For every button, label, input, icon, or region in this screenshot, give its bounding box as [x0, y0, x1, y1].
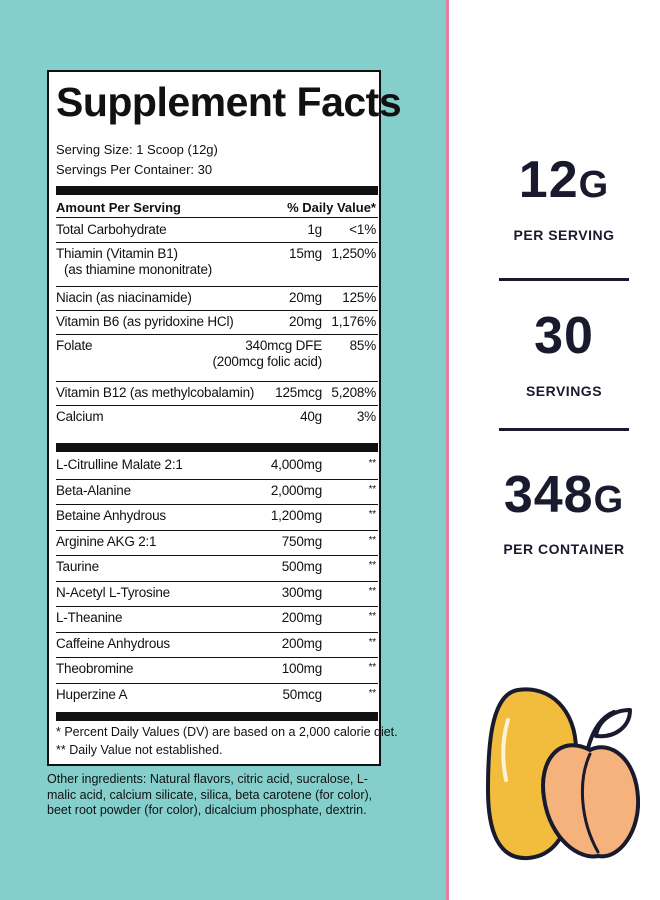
table-row: Theobromine 100mg **	[56, 658, 378, 684]
daily-value: **	[368, 636, 377, 648]
header-dv: % Daily Value*	[287, 200, 376, 215]
thick-rule-top	[56, 186, 378, 195]
serving-size: Serving Size: 1 Scoop (12g)	[56, 142, 218, 157]
peach-icon	[541, 708, 640, 859]
daily-value: 125%	[342, 290, 376, 305]
nutrient-name: Huperzine A	[56, 686, 128, 702]
daily-value: **	[368, 611, 377, 622]
daily-value: 3%	[356, 409, 376, 424]
other-ingredients-text: Other ingredients: Natural flavors, citr…	[47, 772, 373, 817]
daily-value: 1,250%	[331, 246, 376, 261]
stat-divider	[499, 278, 629, 281]
footnote-not-established: ** Daily Value not established.	[56, 743, 223, 757]
stat-serving-size: 12G	[470, 150, 658, 210]
daily-value: **	[368, 662, 377, 673]
stat-label-per-container: PER CONTAINER	[503, 541, 625, 557]
table-row: Folate 340mcg DFE (200mcg folic acid) 85%	[56, 335, 378, 382]
supplement-facts-panel: Supplement Facts Serving Size: 1 Scoop (…	[47, 70, 402, 766]
table-row: L-Citrulline Malate 2:1 4,000mg **	[56, 454, 378, 480]
table-row: Niacin (as niacinamide) 20mg 125%	[56, 287, 378, 311]
table-row: Huperzine A 50mcg **	[56, 684, 378, 710]
daily-value: **	[368, 534, 377, 546]
nutrient-name: Theobromine	[56, 661, 134, 676]
table-row: Beta-Alanine 2,000mg **	[56, 480, 378, 505]
nutrient-name: Folate	[56, 338, 93, 353]
nutrient-name: L-Theanine	[56, 610, 123, 625]
nutrient-name: Arginine AKG 2:1	[56, 533, 157, 549]
table-row: Caffeine Anhydrous 200mg **	[56, 633, 378, 658]
thick-rule-bottom	[56, 712, 378, 721]
table-header: Amount Per Serving % Daily Value*	[56, 196, 378, 218]
nutrient-name: L-Citrulline Malate 2:1	[56, 457, 183, 472]
table-row: Taurine 500mg **	[56, 556, 378, 582]
nutrient-amount: 20mg	[289, 314, 322, 329]
daily-value: **	[368, 509, 377, 520]
nutrient-amount: 100mg	[281, 661, 322, 676]
nutrient-name: Thiamin (Vitamin B1)	[56, 246, 178, 261]
nutrient-name: Vitamin B12 (as methylcobalamin)	[56, 385, 255, 400]
thick-rule-middle	[56, 443, 378, 452]
nutrient-name: Beta-Alanine	[56, 482, 131, 498]
daily-value: **	[368, 458, 377, 469]
table-row: Vitamin B12 (as methylcobalamin) 125mcg 5,…	[56, 382, 378, 406]
nutrient-name: Taurine	[56, 559, 99, 574]
stat-label-servings: SERVINGS	[525, 383, 603, 399]
nutrient-amount: 2,000mg	[270, 482, 322, 498]
nutrient-amount: 20mg	[289, 290, 322, 305]
daily-value: 85%	[349, 338, 377, 353]
daily-value: **	[368, 560, 377, 571]
table-row: Calcium 40g 3%	[56, 406, 378, 430]
nutrient-amount: 50mcg	[282, 686, 322, 702]
facts-title: Supplement Facts	[56, 79, 402, 125]
stat-value: 348	[503, 466, 594, 524]
stat-value: 30	[534, 307, 594, 365]
nutrient-name: Betaine Anhydrous	[56, 508, 166, 523]
nutrient-amount-detail: (200mcg folic acid)	[212, 354, 323, 369]
nutrient-name: Caffeine Anhydrous	[56, 635, 170, 651]
stat-value: 12	[518, 151, 579, 209]
table-row: Vitamin B6 (as pyridoxine HCl) 20mg 1,176%	[56, 311, 378, 335]
daily-value: <1%	[349, 222, 376, 237]
daily-value: 5,208%	[331, 385, 376, 400]
table-row: Total Carbohydrate 1g <1%	[56, 219, 378, 243]
servings-per-container: Servings Per Container: 30	[56, 162, 213, 177]
table-row: N-Acetyl L-Tyrosine 300mg **	[56, 582, 378, 607]
nutrient-amount: 500mg	[281, 559, 322, 574]
nutrient-amount: 200mg	[281, 635, 322, 651]
table-row: L-Theanine 200mg **	[56, 607, 378, 633]
pink-divider-line	[446, 0, 449, 900]
stat-unit: G	[578, 164, 610, 206]
stat-servings: 30	[470, 306, 658, 366]
nutrient-amount: 125mcg	[275, 385, 322, 400]
nutrient-name: Calcium	[56, 409, 104, 424]
nutrient-amount: 300mg	[281, 584, 322, 600]
nutrient-name: N-Acetyl L-Tyrosine	[56, 584, 170, 600]
nutrient-amount: 4,000mg	[270, 457, 322, 472]
header-amount: Amount Per Serving	[56, 200, 181, 215]
table-row: Thiamin (Vitamin B1) (as thiamine mononit…	[56, 243, 378, 287]
stat-label-per-serving: PER SERVING	[513, 227, 615, 243]
nutrient-name: Total Carbohydrate	[56, 222, 167, 237]
nutrient-name: Niacin (as niacinamide)	[56, 290, 192, 305]
nutrient-amount: 15mg	[289, 246, 322, 261]
table-row: Arginine AKG 2:1 750mg **	[56, 531, 378, 556]
nutrient-amount: 1g	[307, 222, 322, 237]
daily-value: **	[368, 585, 377, 597]
daily-value: **	[368, 483, 377, 495]
table-row: Betaine Anhydrous 1,200mg **	[56, 505, 378, 531]
fruit-illustration	[485, 687, 640, 861]
stat-unit: G	[593, 479, 625, 521]
nutrient-name: Vitamin B6 (as pyridoxine HCl)	[56, 314, 234, 329]
daily-value: **	[368, 687, 377, 699]
nutrient-amount: 1,200mg	[270, 508, 322, 523]
nutrient-amount: 200mg	[281, 610, 322, 625]
nutrient-amount: 40g	[300, 409, 322, 424]
nutrient-amount: 750mg	[281, 533, 322, 549]
nutrient-amount: 340mcg DFE	[245, 338, 322, 353]
stat-divider	[499, 428, 629, 431]
nutrient-form: (as thiamine mononitrate)	[64, 262, 213, 277]
stat-container: 348G	[470, 465, 658, 525]
footnote-dv: * Percent Daily Values (DV) are based on…	[56, 725, 398, 739]
daily-value: 1,176%	[331, 314, 376, 329]
